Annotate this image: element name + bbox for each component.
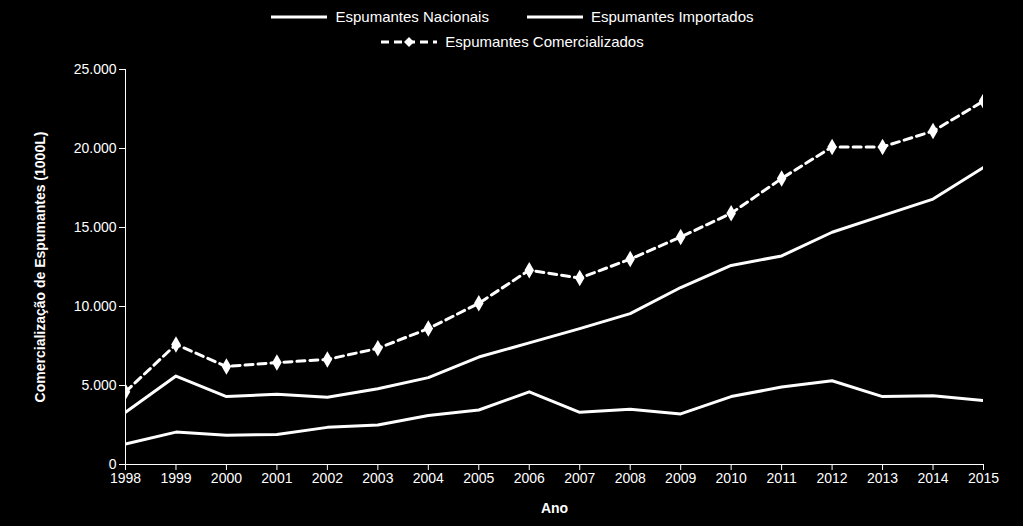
svg-text:2004: 2004 — [413, 470, 444, 486]
svg-text:2011: 2011 — [767, 470, 797, 486]
svg-text:2013: 2013 — [867, 470, 898, 486]
svg-text:Comercialização de Espumantes: Comercialização de Espumantes (1000L) — [32, 132, 48, 403]
svg-text:2006: 2006 — [514, 470, 545, 486]
svg-text:2012: 2012 — [817, 470, 848, 486]
svg-text:2000: 2000 — [211, 470, 242, 486]
html-text:Espumantes Importados: Espumantes Importados — [590, 8, 754, 25]
svg-text:0: 0 — [108, 456, 117, 472]
svg-text:1999: 1999 — [160, 470, 191, 486]
svg-text:2010: 2010 — [716, 470, 747, 486]
svg-text:2007: 2007 — [564, 470, 595, 486]
svg-text:1998: 1998 — [110, 470, 141, 486]
svg-text:2005: 2005 — [463, 470, 494, 486]
svg-text:25.000: 25.000 — [74, 61, 117, 77]
svg-text:15.000: 15.000 — [74, 219, 117, 235]
svg-text:2003: 2003 — [362, 470, 393, 486]
svg-text:10.000: 10.000 — [74, 298, 117, 314]
svg-text:2002: 2002 — [312, 470, 343, 486]
html-text:Espumantes Comercializados: Espumantes Comercializados — [445, 33, 644, 50]
html-text:Espumantes Nacionais: Espumantes Nacionais — [335, 8, 489, 25]
svg-text:2009: 2009 — [665, 470, 696, 486]
svg-text:2008: 2008 — [615, 470, 646, 486]
svg-text:20.000: 20.000 — [74, 140, 117, 156]
svg-text:Ano: Ano — [541, 500, 568, 516]
svg-text:2015: 2015 — [968, 470, 999, 486]
svg-text:5.000: 5.000 — [81, 377, 116, 393]
svg-text:2014: 2014 — [917, 470, 948, 486]
svg-text:2001: 2001 — [261, 470, 292, 486]
